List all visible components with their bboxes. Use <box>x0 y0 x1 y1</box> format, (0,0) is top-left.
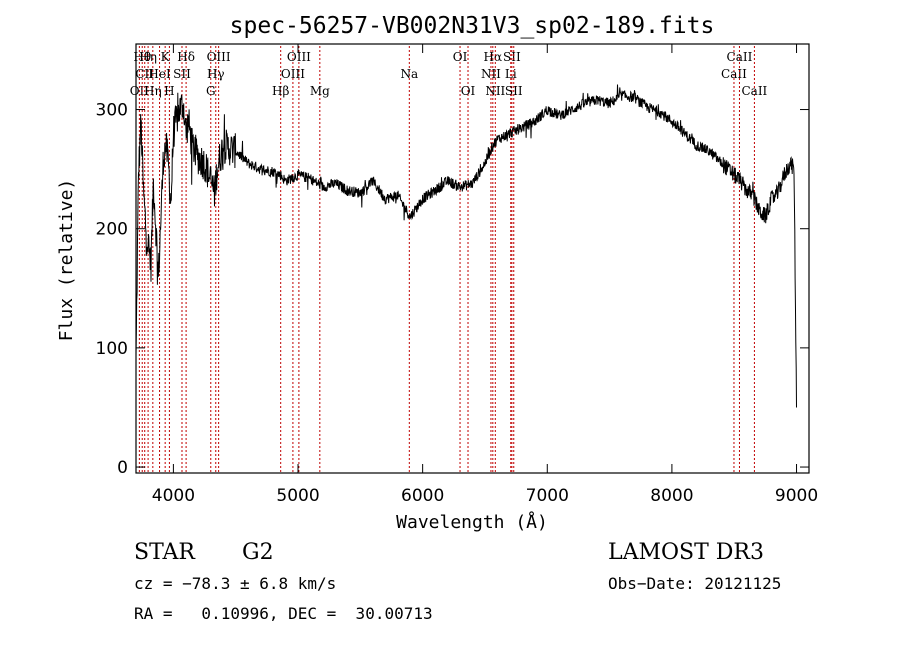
line-label-13: Hβ <box>272 84 289 98</box>
line-label-28: CaII <box>741 84 767 98</box>
x-tick-label-4: 8000 <box>650 486 693 506</box>
flux-series-line <box>135 84 797 408</box>
line-label-2: CII <box>135 67 154 81</box>
y-tick-label-0: 0 <box>117 458 128 478</box>
x-tick-label-1: 5000 <box>276 486 319 506</box>
line-label-3: Hη <box>139 50 157 64</box>
redshift-value: cz = −78.3 ± 6.8 km/s <box>134 574 337 593</box>
survey-name: LAMOST DR3 <box>608 540 764 565</box>
line-label-18: OI <box>453 50 468 64</box>
spectral-line-markers: OIIHθCIIHηHηHeIKHSIIHδGHγOIIIHβOIIIOIIIM… <box>130 46 768 473</box>
y-axis-label: Flux (relative) <box>56 179 77 342</box>
line-label-7: H <box>164 84 174 98</box>
axis-ticks: 4000 5000 6000 7000 8000 9000 0 100 200 300 <box>96 44 818 506</box>
line-label-8: SII <box>173 67 191 81</box>
y-tick-label-3: 300 <box>96 101 128 121</box>
line-label-22: NII <box>485 84 505 98</box>
line-label-20: NII <box>481 67 501 81</box>
line-label-16: Mg <box>310 84 330 98</box>
line-label-25: SII <box>505 84 523 98</box>
object-subclass: G2 <box>242 540 274 565</box>
x-axis-label: Wavelength (Å) <box>396 511 548 533</box>
line-label-14: OIII <box>281 67 305 81</box>
line-label-11: Hγ <box>207 67 225 81</box>
x-tick-label-2: 6000 <box>401 486 444 506</box>
line-label-12: OIII <box>207 50 231 64</box>
x-tick-label-5: 9000 <box>775 486 818 506</box>
y-tick-label-2: 200 <box>96 220 128 240</box>
x-tick-label-0: 4000 <box>152 486 195 506</box>
y-tick-label-1: 100 <box>96 339 128 359</box>
coordinates: RA = 0.10996, DEC = 30.00713 <box>134 604 433 623</box>
line-label-24: SII <box>503 50 521 64</box>
line-label-4: Hη <box>144 84 162 98</box>
line-label-19: OI <box>461 84 476 98</box>
plot-frame <box>135 43 810 474</box>
line-label-23: Li <box>505 67 517 81</box>
observation-date: Obs−Date: 20121125 <box>608 574 782 593</box>
line-label-17: Na <box>400 67 418 81</box>
line-label-9: Hδ <box>177 50 195 64</box>
line-label-1: Hθ <box>133 50 151 64</box>
line-label-27: CaII <box>727 50 753 64</box>
line-label-26: CaII <box>721 67 747 81</box>
line-label-6: K <box>161 50 171 64</box>
chart-title: spec-56257-VB002N31V3_sp02-189.fits <box>230 13 715 39</box>
line-label-10: G <box>206 84 216 98</box>
line-label-5: HeI <box>148 67 171 81</box>
x-tick-label-3: 7000 <box>526 486 569 506</box>
object-class: STAR <box>134 540 195 565</box>
line-label-21: Hα <box>484 50 503 64</box>
line-label-15: OIII <box>287 50 311 64</box>
